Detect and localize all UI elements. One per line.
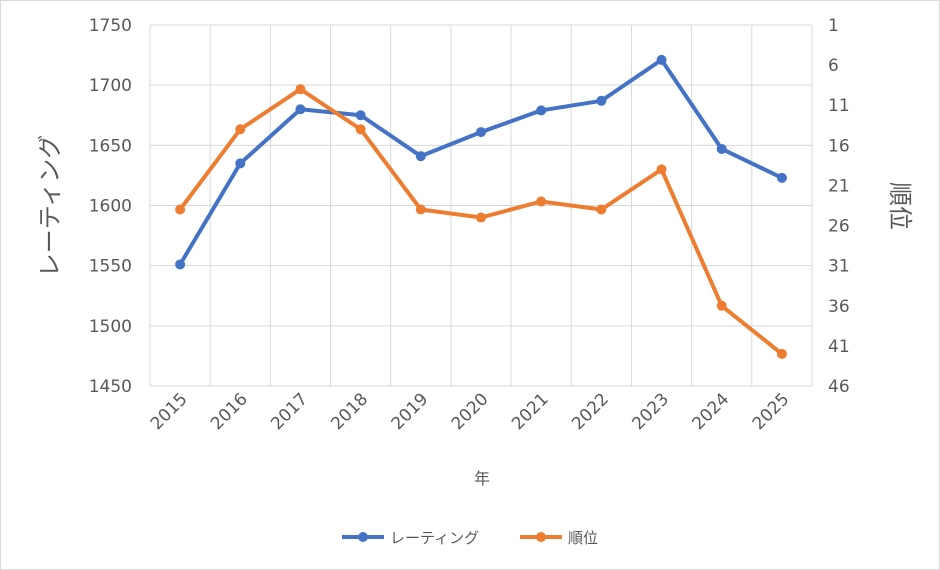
data-point-rating bbox=[656, 54, 667, 65]
x-tick-label: 2018 bbox=[327, 389, 372, 434]
data-point-rating bbox=[415, 151, 426, 162]
right-tick-label: 6 bbox=[828, 56, 839, 76]
y-axis-title: レーティング bbox=[36, 135, 64, 278]
x-tick-label: 2024 bbox=[689, 389, 734, 434]
right-tick-label: 46 bbox=[828, 377, 850, 397]
right-tick-label: 31 bbox=[828, 257, 850, 277]
left-tick-label: 1500 bbox=[89, 317, 132, 337]
legend-label-rank: 順位 bbox=[568, 529, 598, 547]
data-point-rank bbox=[716, 300, 727, 311]
x-tick-label: 2023 bbox=[628, 389, 673, 434]
data-point-rank bbox=[415, 204, 426, 215]
left-tick-label: 1750 bbox=[89, 16, 132, 36]
right-tick-label: 16 bbox=[828, 136, 850, 156]
x-tick-label: 2025 bbox=[749, 389, 794, 434]
x-tick-label: 2016 bbox=[207, 389, 252, 434]
y2-axis-title: 順位 bbox=[886, 182, 914, 230]
left-axis-ticks: 1450 1500 1550 1600 1650 1700 1750 bbox=[89, 16, 132, 397]
data-point-rating bbox=[596, 95, 607, 106]
x-axis-ticks: 2015 2016 2017 2018 2019 2020 2021 2022 2023 2024… bbox=[147, 389, 794, 434]
data-point-rank bbox=[536, 196, 547, 207]
right-tick-label: 36 bbox=[828, 297, 850, 317]
data-point-rating bbox=[175, 259, 186, 270]
x-tick-label: 2017 bbox=[267, 389, 312, 434]
right-tick-label: 41 bbox=[828, 337, 850, 357]
data-point-rank bbox=[476, 212, 486, 223]
data-point-rating bbox=[716, 143, 727, 154]
x-tick-label: 2019 bbox=[388, 389, 433, 434]
right-tick-label: 1 bbox=[828, 16, 839, 36]
data-point-rating bbox=[295, 104, 306, 115]
left-tick-label: 1600 bbox=[89, 197, 132, 217]
left-tick-label: 1450 bbox=[89, 377, 132, 397]
data-point-rank bbox=[355, 124, 366, 135]
right-tick-label: 26 bbox=[828, 217, 850, 237]
x-axis-title: 年 bbox=[474, 469, 490, 488]
legend: レーティング 順位 bbox=[342, 529, 598, 547]
data-point-rank bbox=[656, 164, 667, 175]
right-tick-label: 11 bbox=[828, 96, 850, 116]
series-layer bbox=[175, 54, 787, 359]
data-point-rating bbox=[355, 110, 366, 121]
x-tick-label: 2020 bbox=[448, 389, 493, 434]
data-point-rating bbox=[776, 172, 787, 183]
left-tick-label: 1700 bbox=[89, 76, 132, 96]
horizontal-gridlines bbox=[150, 24, 812, 387]
right-tick-label: 21 bbox=[828, 176, 850, 196]
data-point-rank bbox=[295, 84, 306, 95]
x-tick-label: 2015 bbox=[147, 389, 192, 434]
x-tick-label: 2021 bbox=[508, 389, 553, 434]
data-point-rank bbox=[776, 348, 787, 359]
data-point-rating bbox=[235, 158, 246, 169]
legend-marker-rating bbox=[358, 532, 368, 542]
left-tick-label: 1550 bbox=[89, 257, 132, 277]
data-point-rank bbox=[596, 204, 607, 215]
legend-item-rating: レーティング bbox=[342, 529, 479, 547]
data-point-rating bbox=[476, 127, 486, 138]
data-point-rank bbox=[175, 204, 186, 215]
legend-item-rank: 順位 bbox=[520, 529, 598, 547]
data-point-rank bbox=[235, 124, 246, 135]
left-tick-label: 1650 bbox=[89, 136, 132, 156]
data-point-rating bbox=[536, 105, 547, 116]
legend-marker-rank bbox=[536, 532, 546, 542]
vertical-gridlines bbox=[149, 25, 813, 386]
x-tick-label: 2022 bbox=[568, 389, 613, 434]
legend-label-rating: レーティング bbox=[390, 529, 479, 547]
